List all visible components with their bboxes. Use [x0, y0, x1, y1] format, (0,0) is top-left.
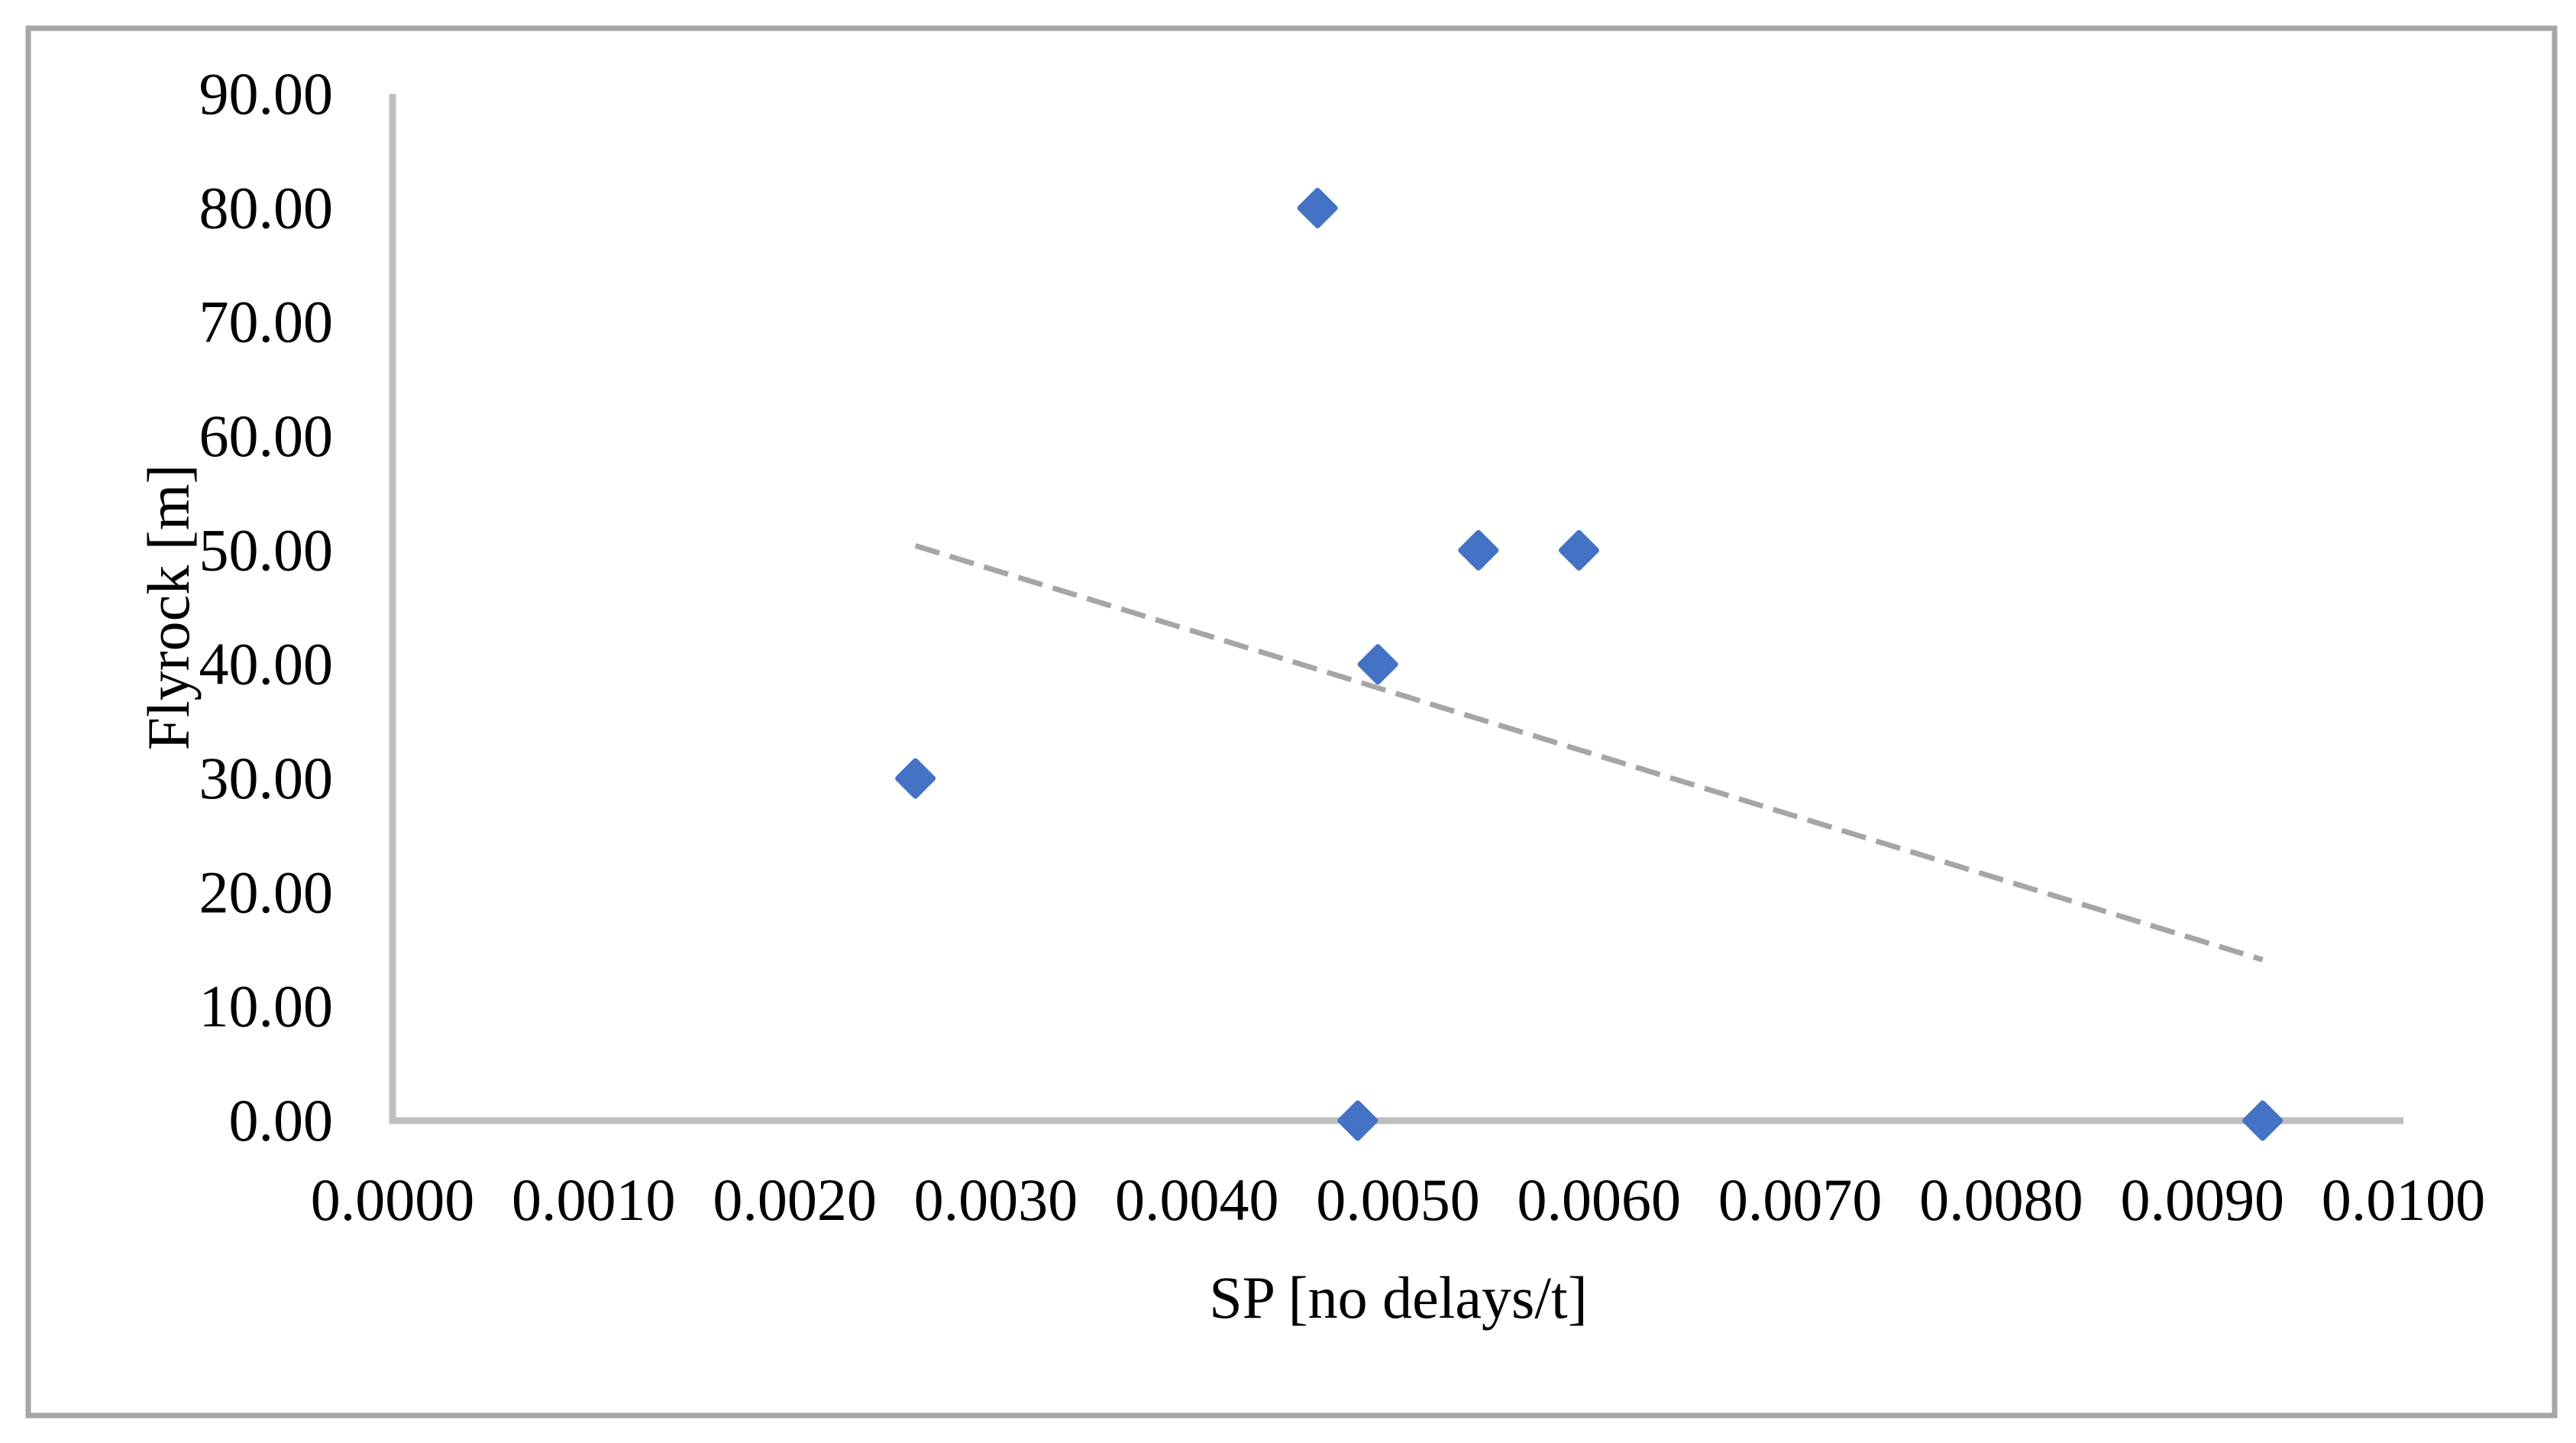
y-tick-label: 0.00: [229, 1087, 334, 1153]
y-tick-label: 20.00: [199, 859, 334, 925]
y-tick-label: 50.00: [199, 516, 334, 583]
figure-border: [25, 25, 2558, 1419]
data-point-marker: [1337, 1100, 1378, 1141]
y-tick-label: 40.00: [199, 631, 334, 697]
data-points: [895, 187, 2283, 1141]
data-point-marker: [1458, 529, 1499, 571]
trendline-group: [914, 543, 2264, 963]
x-tick-label: 0.0060: [1517, 1166, 1682, 1233]
data-point-marker: [2242, 1100, 2283, 1141]
y-tick-label: 80.00: [199, 174, 334, 241]
x-tick-label: 0.0030: [914, 1166, 1078, 1233]
x-axis-tick-labels: 0.0000 0.0010 0.0020 0.0030 0.0040 0.0050 0.00…: [311, 1166, 2486, 1233]
x-tick-label: 0.0040: [1115, 1166, 1279, 1233]
y-tick-label: 10.00: [199, 973, 334, 1040]
data-point-marker: [895, 758, 936, 799]
y-tick-label: 70.00: [199, 289, 334, 355]
x-tick-label: 0.0090: [2120, 1166, 2284, 1233]
x-tick-label: 0.0100: [2322, 1166, 2486, 1233]
data-point-marker: [1558, 529, 1599, 571]
x-tick-label: 0.0000: [311, 1166, 475, 1233]
x-tick-label: 0.0020: [713, 1166, 877, 1233]
y-tick-label: 60.00: [199, 403, 334, 469]
data-point-marker: [1357, 644, 1398, 685]
x-tick-label: 0.0070: [1718, 1166, 1883, 1233]
axes: [389, 94, 2403, 1124]
x-tick-label: 0.0050: [1316, 1166, 1480, 1233]
x-tick-label: 0.0010: [512, 1166, 676, 1233]
x-axis-title: SP [no delays/t]: [1209, 1264, 1587, 1331]
x-tick-label: 0.0080: [1919, 1166, 2083, 1233]
y-axis-tick-labels: 0.00 10.00 20.00 30.00 40.00 50.00 60.00 70.00 8…: [199, 60, 334, 1153]
y-axis-title: Flyrock [m]: [135, 464, 202, 751]
y-tick-label: 90.00: [199, 60, 334, 127]
y-tick-label: 30.00: [199, 745, 334, 811]
trendline: [914, 543, 2264, 963]
data-point-marker: [1297, 187, 1338, 228]
